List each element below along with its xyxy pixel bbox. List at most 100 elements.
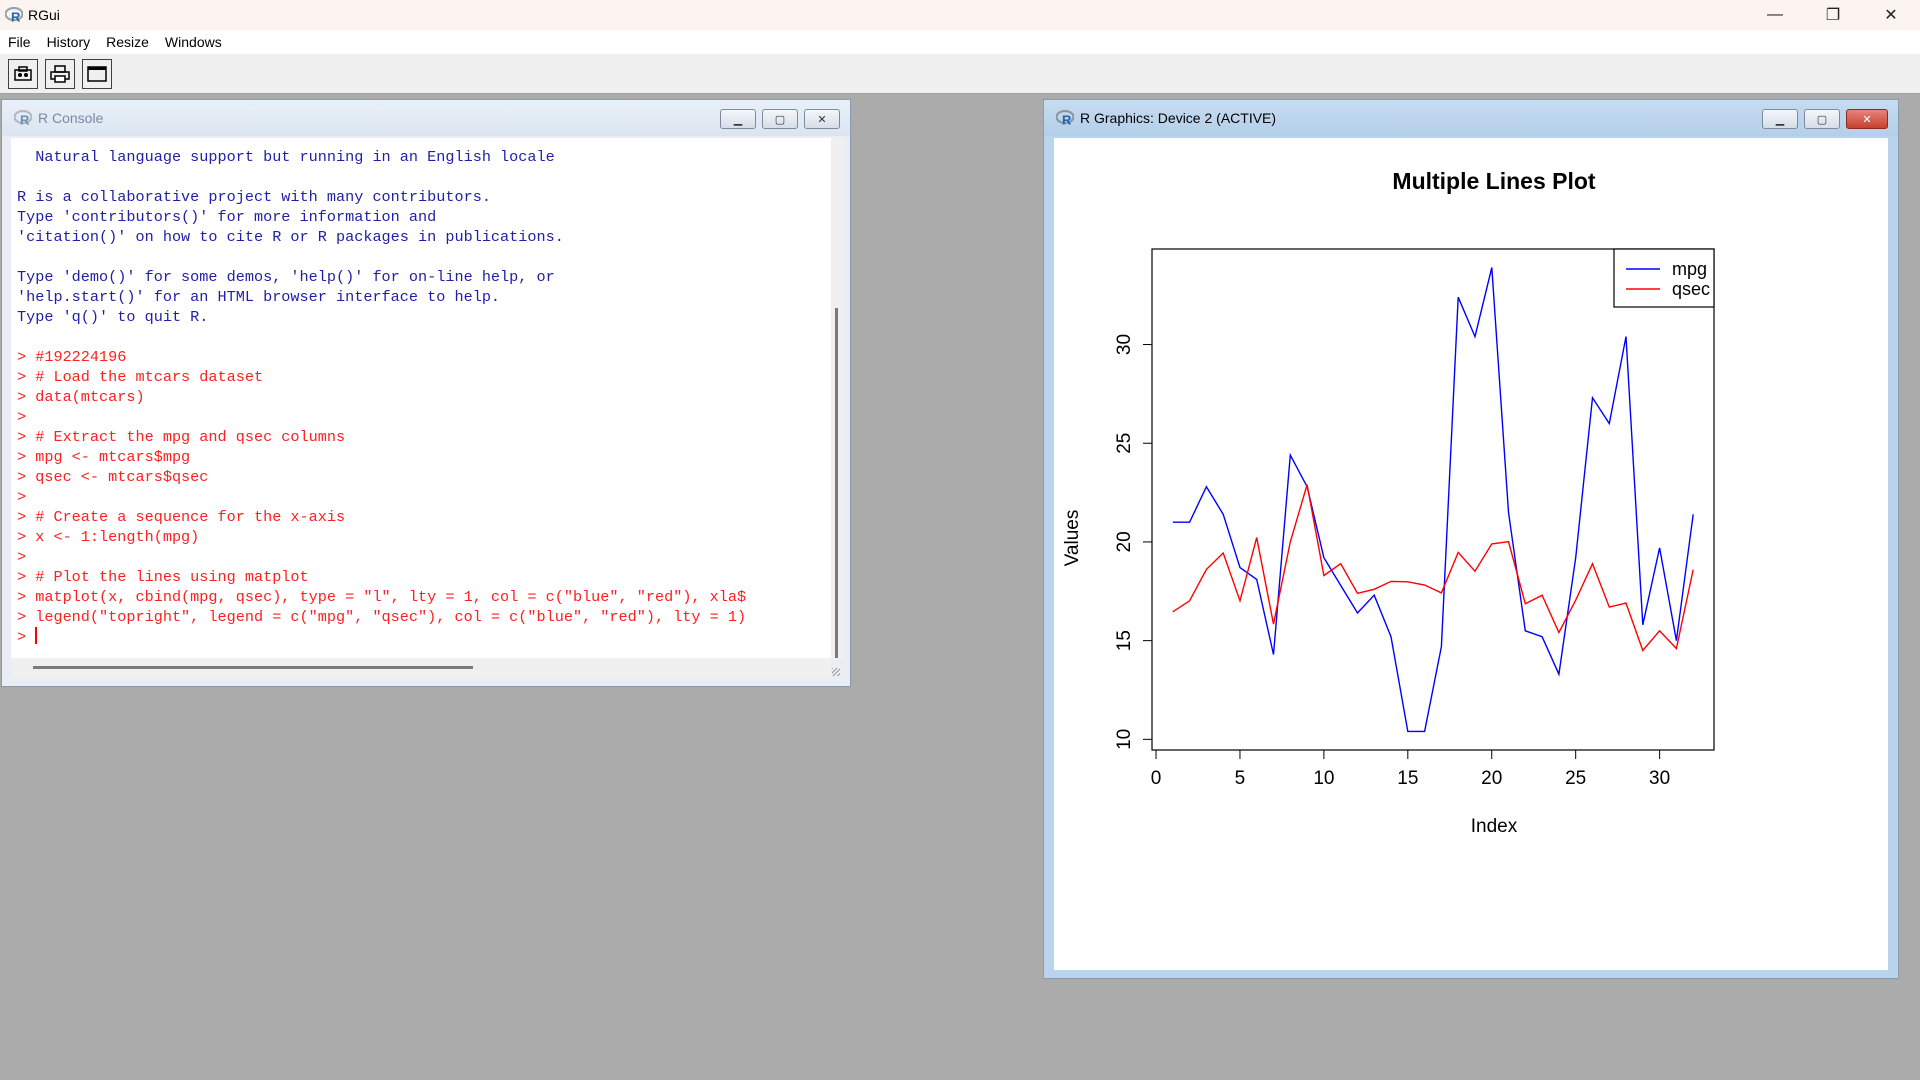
print-button[interactable] [45, 58, 75, 89]
x-tick-label: 30 [1649, 768, 1670, 789]
app-titlebar: R RGui — ❐ ✕ [0, 0, 1920, 30]
close-icon: ✕ [1884, 7, 1898, 24]
legend-box [1613, 248, 1715, 308]
console-output[interactable]: Natural language support but running in … [11, 138, 831, 658]
console-title: R Console [38, 110, 104, 126]
window-icon [87, 65, 107, 82]
scroll-thumb[interactable] [835, 308, 838, 658]
console-line: > [17, 548, 27, 566]
menu-history[interactable]: History [46, 34, 91, 50]
x-tick-label: 25 [1565, 768, 1586, 789]
restore-button[interactable]: ❐ [1804, 0, 1862, 30]
minimize-icon: ▁ [1775, 113, 1785, 126]
console-line: > [17, 408, 27, 426]
console-line: > # Load the mtcars dataset [17, 368, 264, 386]
series-line-mpg [1172, 267, 1694, 733]
x-tick-label: 15 [1397, 768, 1418, 789]
graphics-title: R Graphics: Device 2 (ACTIVE) [1080, 110, 1277, 126]
x-tick-label: 0 [1151, 768, 1162, 789]
y-tick-label: 25 [1114, 433, 1135, 454]
svg-text:R: R [20, 113, 30, 127]
close-icon: ✕ [817, 113, 827, 126]
graphics-window-controls: ▁ ▢ ✕ [1762, 109, 1888, 129]
console-line [17, 167, 831, 187]
app-title: RGui [28, 7, 60, 23]
prompt-symbol: > [17, 628, 36, 646]
svg-text:R: R [1062, 113, 1072, 127]
maximize-icon: ▢ [1816, 113, 1828, 126]
close-button[interactable]: ✕ [1862, 0, 1920, 30]
graphics-maximize-button[interactable]: ▢ [1804, 109, 1840, 129]
y-tick-label: 30 [1114, 334, 1135, 355]
r-logo-icon: R [4, 5, 24, 25]
console-vertical-scrollbar[interactable] [831, 138, 843, 658]
print-icon [50, 64, 70, 83]
console-line: > qsec <- mtcars$qsec [17, 468, 209, 486]
console-window-controls: ▁ ▢ ✕ [720, 109, 840, 129]
r-graphics-window: R R Graphics: Device 2 (ACTIVE) ▁ ▢ ✕ Mu… [1043, 99, 1899, 979]
console-prompt[interactable]: > [17, 627, 831, 647]
console-minimize-button[interactable]: ▁ [720, 109, 756, 129]
y-axis-label: Values [1062, 510, 1083, 567]
console-line: Type 'q()' to quit R. [17, 308, 209, 326]
menu-windows[interactable]: Windows [164, 34, 222, 50]
plot-area: Multiple Lines Plot Index Values 0 5 10 15 2… [1054, 138, 1888, 970]
console-line: 'help.start()' for an HTML browser inter… [17, 288, 501, 306]
console-line: > legend("topright", legend = c("mpg", "… [17, 608, 747, 626]
console-maximize-button[interactable]: ▢ [762, 109, 798, 129]
menu-resize[interactable]: Resize [106, 34, 149, 50]
legend-label-mpg: mpg [1672, 259, 1707, 279]
console-line: 'citation()' on how to cite R or R packa… [17, 228, 564, 246]
x-tick-label: 5 [1235, 768, 1246, 789]
console-line: > data(mtcars) [17, 388, 145, 406]
plot-frame [1151, 248, 1715, 751]
scroll-thumb[interactable] [33, 666, 473, 669]
r-console-window: R R Console ▁ ▢ ✕ Natural language suppo… [1, 99, 851, 687]
restore-icon: ❐ [1825, 7, 1841, 24]
console-line: > # Extract the mpg and qsec columns [17, 428, 346, 446]
console-close-button[interactable]: ✕ [804, 109, 840, 129]
menu-file[interactable]: File [8, 34, 31, 50]
console-window-button[interactable] [82, 58, 112, 89]
series-line-qsec [1172, 484, 1694, 652]
svg-text:R: R [11, 10, 21, 24]
r-logo-icon: R [14, 110, 32, 126]
graphics-minimize-button[interactable]: ▁ [1762, 109, 1798, 129]
maximize-icon: ▢ [774, 113, 786, 126]
console-line: > mpg <- mtcars$mpg [17, 448, 191, 466]
copy-icon [14, 65, 32, 81]
resize-grip-icon[interactable] [832, 668, 840, 676]
x-axis-label: Index [1471, 816, 1518, 837]
minimize-icon: ▁ [733, 113, 743, 126]
x-tick-label: 10 [1313, 768, 1334, 789]
console-line [17, 327, 831, 347]
graphics-close-button[interactable]: ✕ [1846, 109, 1888, 129]
console-line: > [17, 488, 27, 506]
window-controls: — ❐ ✕ [1746, 0, 1920, 30]
toolbar [0, 54, 1920, 94]
console-line: Type 'demo()' for some demos, 'help()' f… [17, 268, 555, 286]
y-tick-label: 20 [1114, 531, 1135, 552]
copy-paste-button[interactable] [8, 58, 38, 89]
graphics-titlebar: R R Graphics: Device 2 (ACTIVE) ▁ ▢ ✕ [1044, 100, 1898, 136]
line-chart: Multiple Lines Plot Index Values 0 5 10 15 2… [1062, 168, 1715, 837]
y-tick-label: 15 [1114, 630, 1135, 651]
menu-bar: File History Resize Windows [0, 30, 1920, 54]
console-line [17, 247, 831, 267]
legend-label-qsec: qsec [1672, 279, 1710, 299]
r-logo-icon: R [1056, 110, 1074, 126]
console-line: > # Plot the lines using matplot [17, 568, 309, 586]
console-text: Natural language support but running in … [11, 138, 831, 647]
minimize-icon: — [1767, 6, 1783, 23]
close-icon: ✕ [1862, 113, 1872, 126]
console-line: Natural language support but running in … [17, 148, 555, 166]
console-line: > # Create a sequence for the x-axis [17, 508, 346, 526]
console-line: > x <- 1:length(mpg) [17, 528, 200, 546]
console-horizontal-scrollbar[interactable] [11, 658, 831, 678]
x-tick-label: 20 [1481, 768, 1502, 789]
minimize-button[interactable]: — [1746, 0, 1804, 30]
console-line: R is a collaborative project with many c… [17, 188, 491, 206]
console-line: > #192224196 [17, 348, 127, 366]
console-titlebar: R R Console ▁ ▢ ✕ [2, 100, 850, 136]
